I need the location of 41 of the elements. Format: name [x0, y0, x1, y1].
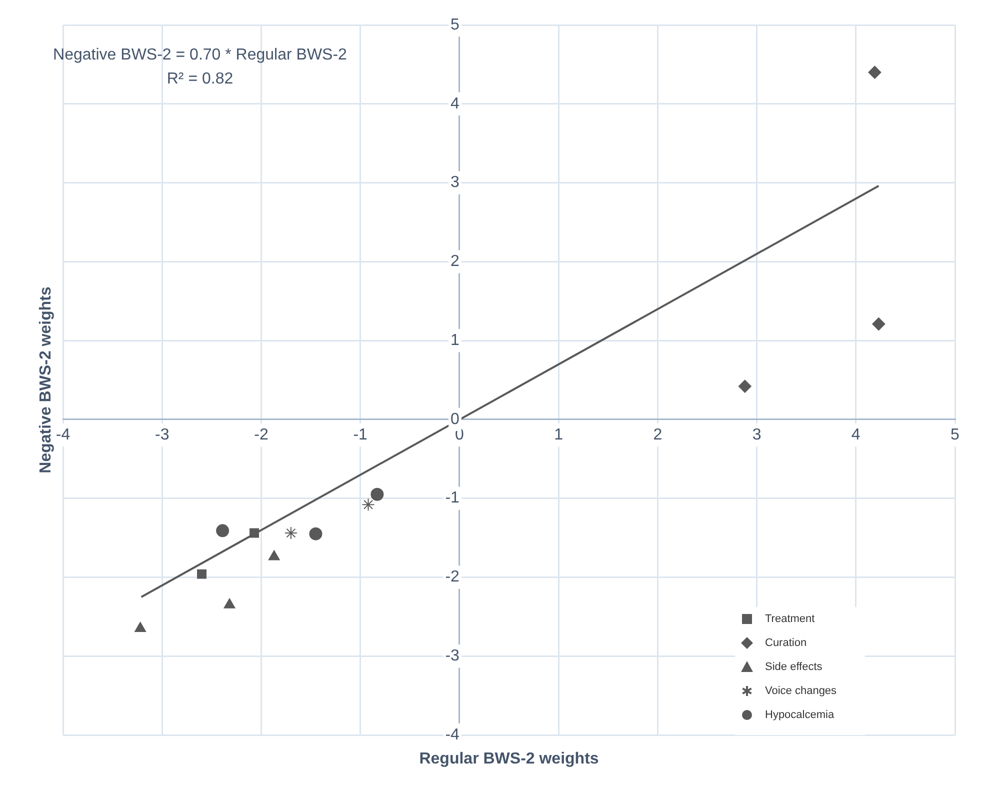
x-axis-title: Regular BWS-2 weights — [419, 750, 599, 768]
x-tick-label: 2 — [653, 426, 662, 444]
x-tick-label: -3 — [154, 426, 170, 444]
x-tick-label: -4 — [56, 426, 70, 444]
y-tick-label: -1 — [445, 490, 460, 507]
legend-label: Treatment — [765, 613, 815, 626]
legend-label: Curation — [765, 637, 807, 650]
y-tick-label: 0 — [450, 410, 460, 428]
point — [370, 488, 384, 501]
point — [197, 569, 206, 579]
y-tick-label: 4 — [450, 95, 460, 112]
y-tick-label: -3 — [445, 648, 460, 665]
y-tick-label: 2 — [450, 253, 460, 270]
x-tick-label: -1 — [353, 426, 368, 444]
point — [868, 66, 882, 79]
x-tick-label: 1 — [554, 426, 564, 444]
y-tick-label: 5 — [450, 16, 460, 34]
annotation: R² = 0.82 — [166, 70, 234, 88]
legend-label: Side effects — [765, 661, 823, 674]
y-tick-label: 3 — [450, 174, 460, 192]
x-tick-label: 4 — [851, 426, 860, 444]
x-tick-label: -2 — [254, 426, 268, 444]
y-axis-title: Negative BWS-2 weights — [37, 286, 54, 474]
point — [738, 380, 752, 393]
point — [268, 550, 280, 560]
annotation: Negative BWS-2 = 0.70 * Regular BWS-2 — [53, 46, 348, 64]
point — [284, 526, 298, 540]
x-tick-label: 3 — [752, 426, 762, 444]
point — [872, 317, 886, 330]
point — [250, 528, 260, 538]
y-tick-label: -2 — [445, 568, 460, 586]
y-tick-label: -4 — [445, 726, 460, 744]
x-tick-label: 5 — [950, 426, 960, 444]
legend-label: Hypocalcemia — [765, 709, 835, 722]
point — [134, 622, 146, 632]
point — [224, 598, 236, 608]
point — [362, 498, 375, 512]
legend-label: Voice changes — [765, 685, 838, 698]
y-tick-label: 1 — [450, 332, 460, 349]
point — [309, 527, 322, 540]
point — [216, 524, 230, 538]
